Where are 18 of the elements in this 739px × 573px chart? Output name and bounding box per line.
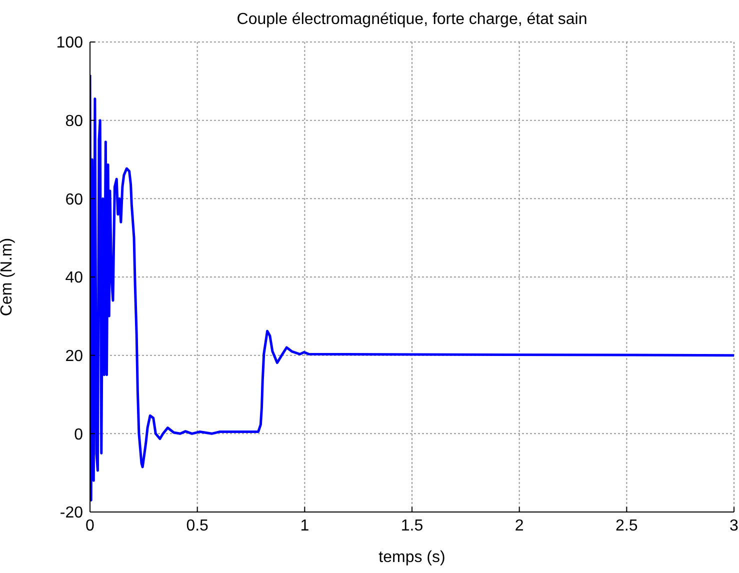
x-tick-label: 3 bbox=[730, 517, 739, 534]
x-tick-label: 0.5 bbox=[186, 517, 209, 534]
y-tick-label: 40 bbox=[65, 270, 84, 287]
x-axis-title: temps (s) bbox=[378, 549, 446, 566]
y-tick-label: 20 bbox=[65, 348, 84, 366]
chart-title: Couple électromagnétique, forte charge, état sain bbox=[236, 11, 588, 28]
x-tick-label: 2.5 bbox=[616, 517, 638, 534]
x-tick-label: 2 bbox=[514, 517, 524, 534]
y-tick-label: 80 bbox=[65, 113, 84, 130]
x-tick-label: 1.5 bbox=[400, 517, 424, 534]
y-axis-title: Cem (N.m) bbox=[0, 238, 16, 316]
y-tick-label: 100 bbox=[56, 34, 84, 52]
y-tick-label: 0 bbox=[74, 426, 84, 444]
line-series bbox=[90, 74, 734, 502]
y-tick-label: -20 bbox=[60, 504, 84, 522]
y-tick-label: 60 bbox=[65, 191, 84, 208]
x-tick-label: 1 bbox=[300, 517, 310, 534]
x-tick-label: 0 bbox=[86, 517, 95, 534]
